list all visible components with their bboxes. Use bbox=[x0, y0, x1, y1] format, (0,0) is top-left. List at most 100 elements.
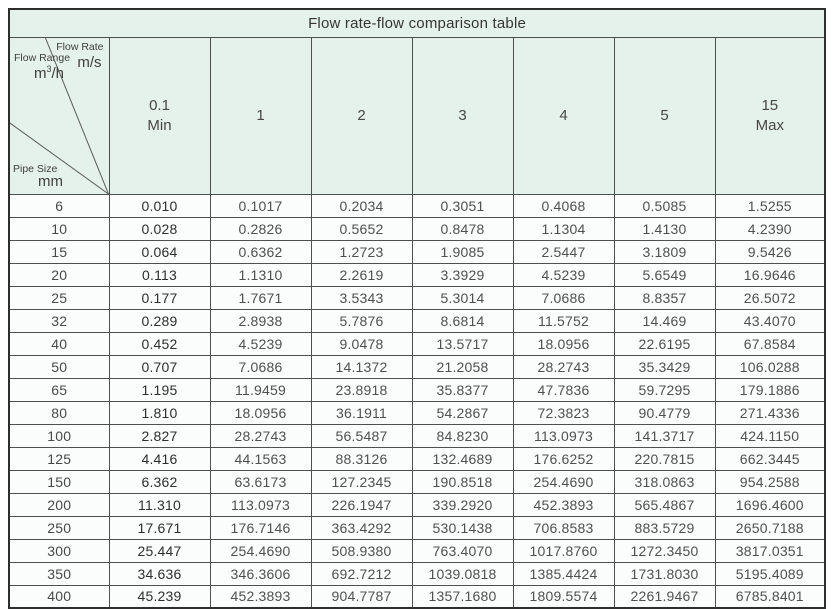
flow-value-cell: 18.0956 bbox=[512, 331, 615, 356]
flow-value-cell: 1357.1680 bbox=[411, 584, 514, 609]
flow-value-cell: 0.8478 bbox=[411, 216, 514, 241]
pipe-size-cell: 65 bbox=[8, 377, 110, 402]
table-row: 100 2.827 28.2743 56.5487 84.8230 113.0973 141… bbox=[8, 423, 826, 448]
pipe-size-cell: 100 bbox=[8, 423, 110, 448]
flow-range-label: Flow Range bbox=[14, 51, 71, 64]
flow-value-cell: 4.2390 bbox=[714, 216, 826, 241]
flow-value-cell: 6785.8401 bbox=[714, 584, 826, 609]
flow-value-cell: 106.0288 bbox=[714, 354, 826, 379]
flow-value-cell: 2.5447 bbox=[512, 239, 615, 264]
table-row: 200 11.310 113.0973 226.1947 339.2920 452.389… bbox=[8, 492, 826, 517]
flow-value-cell: 271.4336 bbox=[714, 400, 826, 425]
flow-value-cell: 9.0478 bbox=[310, 331, 413, 356]
table-row: 20 0.113 1.1310 2.2619 3.3929 4.5239 5.6549 16.… bbox=[8, 262, 826, 287]
flow-value-cell: 706.8583 bbox=[512, 515, 615, 540]
flow-comparison-table-wrap: Flow rate-flow comparison table Flow Rat… bbox=[8, 8, 827, 609]
flow-value-cell: 21.2058 bbox=[411, 354, 514, 379]
pipe-size-cell: 150 bbox=[8, 469, 110, 494]
flow-value-cell: 11.9459 bbox=[209, 377, 312, 402]
flow-value-cell: 254.4690 bbox=[209, 538, 312, 563]
flow-value-cell: 16.9646 bbox=[714, 262, 826, 287]
flow-value-cell: 88.3126 bbox=[310, 446, 413, 471]
table-row: 250 17.671 176.7146 363.4292 530.1438 706.858… bbox=[8, 515, 826, 540]
flow-value-cell: 23.8918 bbox=[310, 377, 413, 402]
table-row: 300 25.447 254.4690 508.9380 763.4070 1017.87… bbox=[8, 538, 826, 563]
flow-value-cell: 5195.4089 bbox=[714, 561, 826, 586]
flow-value-cell: 883.5729 bbox=[613, 515, 716, 540]
pipe-size-cell: 350 bbox=[8, 561, 110, 586]
pipe-size-cell: 32 bbox=[8, 308, 110, 333]
flow-value-cell: 13.5717 bbox=[411, 331, 514, 356]
flow-value-cell: 1.5255 bbox=[714, 193, 826, 218]
flow-value-cell: 1039.0818 bbox=[411, 561, 514, 586]
flow-value-cell: 14.1372 bbox=[310, 354, 413, 379]
flow-value-cell: 0.5652 bbox=[310, 216, 413, 241]
pipe-size-cell: 15 bbox=[8, 239, 110, 264]
flow-min-cell: 11.310 bbox=[108, 492, 211, 517]
flow-min-cell: 0.289 bbox=[108, 308, 211, 333]
pipe-size-label: Pipe Size bbox=[13, 162, 58, 175]
flow-value-cell: 662.3445 bbox=[714, 446, 826, 471]
pipe-size-cell: 250 bbox=[8, 515, 110, 540]
col-header-3: 3 bbox=[411, 36, 514, 195]
table-row: 15 0.064 0.6362 1.2723 1.9085 2.5447 3.1809 9.5… bbox=[8, 239, 826, 264]
flow-value-cell: 113.0973 bbox=[512, 423, 615, 448]
corner-header-cell: Flow Rate m/s Flow Range m3/h Pipe Size … bbox=[8, 36, 110, 195]
table-row: 400 45.239 452.3893 904.7787 1357.1680 1809.5… bbox=[8, 584, 826, 609]
flow-min-cell: 0.707 bbox=[108, 354, 211, 379]
flow-value-cell: 3.1809 bbox=[613, 239, 716, 264]
flow-value-cell: 54.2867 bbox=[411, 400, 514, 425]
flow-value-cell: 44.1563 bbox=[209, 446, 312, 471]
col-header-15-max: 15 Max bbox=[714, 36, 826, 195]
pipe-size-cell: 80 bbox=[8, 400, 110, 425]
flow-value-cell: 1.1310 bbox=[209, 262, 312, 287]
flow-value-cell: 36.1911 bbox=[310, 400, 413, 425]
table-row: 6 0.010 0.1017 0.2034 0.3051 0.4068 0.5085 1.52… bbox=[8, 193, 826, 218]
flow-value-cell: 2650.7188 bbox=[714, 515, 826, 540]
flow-value-cell: 28.2743 bbox=[209, 423, 312, 448]
flow-value-cell: 1809.5574 bbox=[512, 584, 615, 609]
flow-min-cell: 17.671 bbox=[108, 515, 211, 540]
flow-value-cell: 3.3929 bbox=[411, 262, 514, 287]
flow-value-cell: 0.4068 bbox=[512, 193, 615, 218]
flow-value-cell: 141.3717 bbox=[613, 423, 716, 448]
flow-value-cell: 4.5239 bbox=[512, 262, 615, 287]
flow-value-cell: 1.4130 bbox=[613, 216, 716, 241]
flow-value-cell: 2.8938 bbox=[209, 308, 312, 333]
table-row: 65 1.195 11.9459 23.8918 35.8377 47.7836 59.72… bbox=[8, 377, 826, 402]
table-row: 125 4.416 44.1563 88.3126 132.4689 176.6252 22… bbox=[8, 446, 826, 471]
flow-min-cell: 1.195 bbox=[108, 377, 211, 402]
flow-rate-label: Flow Rate bbox=[56, 40, 104, 53]
flow-rate-unit: m/s bbox=[77, 53, 102, 71]
column-header-row: Flow Rate m/s Flow Range m3/h Pipe Size … bbox=[8, 36, 826, 195]
flow-value-cell: 5.6549 bbox=[613, 262, 716, 287]
flow-value-cell: 3.5343 bbox=[310, 285, 413, 310]
flow-min-cell: 4.416 bbox=[108, 446, 211, 471]
pipe-size-cell: 25 bbox=[8, 285, 110, 310]
flow-min-cell: 0.452 bbox=[108, 331, 211, 356]
flow-value-cell: 5.3014 bbox=[411, 285, 514, 310]
flow-value-cell: 565.4867 bbox=[613, 492, 716, 517]
flow-value-cell: 1.2723 bbox=[310, 239, 413, 264]
table-row: 40 0.452 4.5239 9.0478 13.5717 18.0956 22.6195… bbox=[8, 331, 826, 356]
flow-value-cell: 452.3893 bbox=[512, 492, 615, 517]
flow-value-cell: 530.1438 bbox=[411, 515, 514, 540]
flow-value-cell: 7.0686 bbox=[209, 354, 312, 379]
flow-value-cell: 2261.9467 bbox=[613, 584, 716, 609]
flow-value-cell: 113.0973 bbox=[209, 492, 312, 517]
flow-value-cell: 8.8357 bbox=[613, 285, 716, 310]
pipe-size-cell: 200 bbox=[8, 492, 110, 517]
flow-value-cell: 14.469 bbox=[613, 308, 716, 333]
flow-value-cell: 11.5752 bbox=[512, 308, 615, 333]
flow-value-cell: 8.6814 bbox=[411, 308, 514, 333]
flow-value-cell: 508.9380 bbox=[310, 538, 413, 563]
col-header-1: 1 bbox=[209, 36, 312, 195]
flow-min-cell: 0.113 bbox=[108, 262, 211, 287]
flow-value-cell: 3817.0351 bbox=[714, 538, 826, 563]
pipe-size-unit: mm bbox=[38, 173, 63, 190]
flow-value-cell: 452.3893 bbox=[209, 584, 312, 609]
flow-min-cell: 0.028 bbox=[108, 216, 211, 241]
table-row: 80 1.810 18.0956 36.1911 54.2867 72.3823 90.47… bbox=[8, 400, 826, 425]
flow-value-cell: 0.6362 bbox=[209, 239, 312, 264]
flow-comparison-table: Flow rate-flow comparison table Flow Rat… bbox=[8, 8, 827, 609]
